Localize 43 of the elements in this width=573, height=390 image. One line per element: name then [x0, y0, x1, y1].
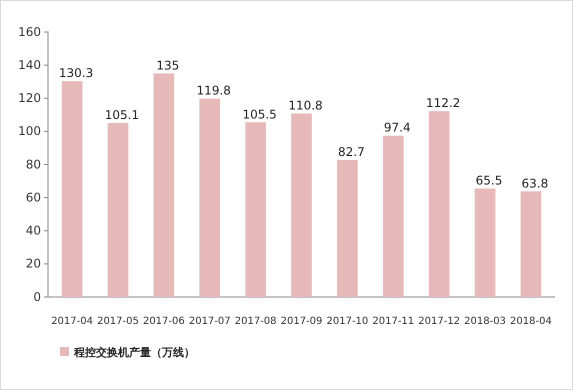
data-label: 82.7	[338, 145, 365, 160]
data-label: 119.8	[196, 84, 231, 98]
bar	[474, 188, 496, 297]
x-tick-label: 2017-05	[97, 316, 139, 328]
bar	[108, 122, 128, 297]
data-label: 105.1	[104, 108, 140, 122]
x-tick-label: 2018-03	[464, 316, 506, 328]
x-tick-label: 2017-12	[418, 316, 460, 328]
bar	[62, 81, 82, 297]
x-tick-label: 2017-07	[188, 316, 231, 328]
legend-label: 程控交换机产量（万线）	[73, 346, 195, 359]
y-tick-label: 140	[18, 58, 41, 72]
y-tick-label: 0	[33, 290, 41, 304]
y-tick-label: 40	[26, 224, 41, 238]
y-tick-label: 100	[18, 124, 41, 138]
y-tick-label: 20	[26, 256, 41, 271]
x-tick-label: 2017-10	[326, 316, 368, 328]
y-tick-label: 160	[18, 24, 41, 39]
bar	[337, 160, 358, 297]
x-tick-label: 2018-04	[510, 316, 552, 328]
x-tick-label: 2017-06	[142, 316, 185, 328]
x-tick-label: 2017-11	[372, 316, 414, 328]
data-label: 65.5	[476, 174, 502, 188]
x-tick-label: 2017-08	[234, 316, 277, 328]
bar	[291, 113, 312, 297]
bar	[520, 191, 542, 297]
data-label: 97.4	[384, 120, 411, 135]
data-label: 63.8	[522, 176, 548, 190]
bar	[245, 122, 266, 297]
data-label: 110.8	[288, 98, 323, 112]
bar	[154, 73, 174, 297]
data-label: 135	[156, 58, 180, 72]
data-label: 130.3	[58, 66, 94, 80]
x-tick-label: 2017-09	[280, 316, 322, 328]
bar	[382, 136, 404, 297]
x-tick-label: 2017-04	[51, 316, 93, 328]
y-tick-label: 120	[18, 91, 41, 106]
data-label: 105.5	[242, 107, 277, 122]
y-tick-label: 60	[26, 190, 41, 204]
y-tick-label: 80	[26, 157, 41, 172]
bar	[199, 98, 220, 297]
data-label: 112.2	[426, 96, 460, 110]
bar	[428, 111, 450, 297]
